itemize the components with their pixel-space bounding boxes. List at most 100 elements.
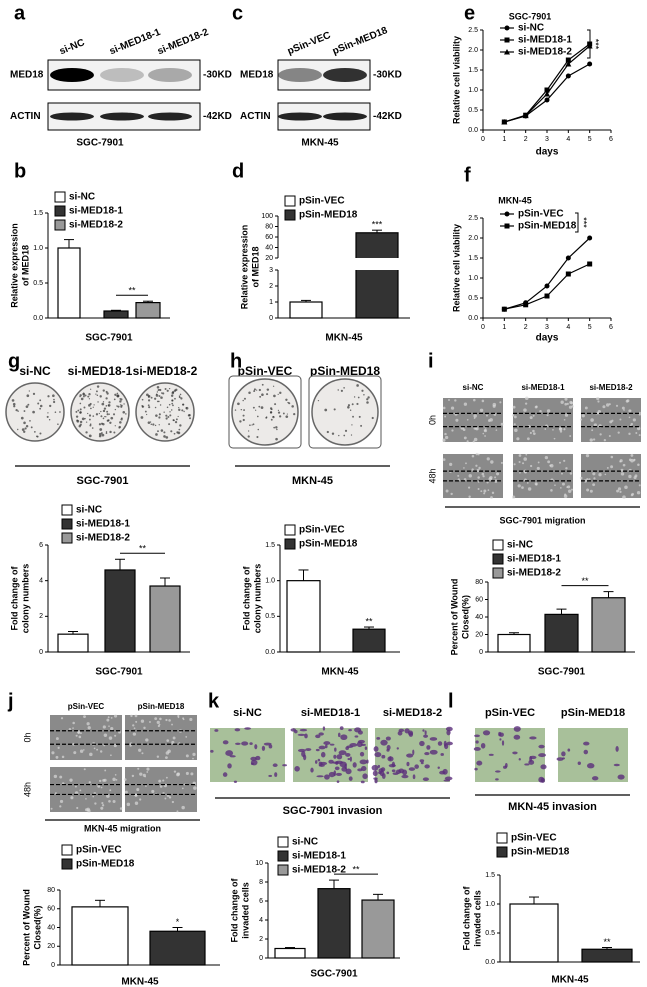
colony [12, 402, 16, 406]
colony [20, 416, 24, 420]
colony [156, 400, 159, 403]
cell [132, 724, 135, 727]
colony [79, 420, 83, 424]
cell [61, 755, 65, 759]
cell [491, 491, 495, 495]
cell [472, 440, 475, 443]
invaded-cell [540, 764, 547, 770]
colony [105, 404, 108, 407]
colony [148, 396, 150, 398]
panel-letter: j [7, 690, 14, 712]
invaded-cell [345, 746, 349, 751]
cell [473, 414, 477, 418]
colony [366, 398, 369, 401]
bar [149, 930, 206, 966]
cell [529, 431, 532, 435]
error-bar [372, 229, 382, 233]
marker [544, 293, 550, 299]
legend-swatch [54, 219, 66, 231]
cell [471, 468, 474, 471]
cell [565, 467, 568, 470]
cell [78, 735, 82, 739]
cell [189, 717, 193, 722]
colony [343, 434, 346, 437]
cell [544, 428, 547, 430]
cell [527, 487, 532, 491]
marker [501, 306, 507, 312]
colony [181, 409, 184, 412]
colony [46, 415, 49, 418]
invaded-cell [225, 750, 234, 757]
colony [107, 419, 110, 422]
colony [123, 403, 125, 405]
colony [169, 411, 171, 413]
y-axis-label: Percent of Wound [21, 889, 31, 966]
size-label: -42KD [373, 111, 402, 122]
invaded-cell [380, 767, 386, 772]
colony [169, 414, 172, 417]
cell [606, 466, 609, 469]
invaded-cell [513, 734, 521, 740]
colony [81, 417, 85, 421]
y-tick-label: 0.0 [33, 315, 43, 322]
invaded-cell [617, 774, 625, 780]
y-axis-label: colony numbers [252, 564, 262, 634]
invaded-cell [442, 768, 448, 775]
invaded-cell [396, 747, 399, 750]
colony [366, 401, 369, 404]
colony [95, 393, 97, 395]
cell [486, 481, 489, 484]
colony [160, 396, 163, 399]
invaded-cell [538, 744, 545, 749]
panel-letter: c [232, 2, 243, 24]
colony [150, 423, 153, 426]
cell [560, 400, 564, 404]
wound-image [443, 454, 503, 498]
cell [473, 398, 476, 402]
colony [106, 410, 109, 413]
invaded-cell [444, 776, 453, 781]
invaded-cell [412, 749, 415, 756]
legend-label: si-MED18-1 [507, 554, 561, 565]
cell [450, 492, 453, 496]
cell [164, 797, 167, 800]
y-tick-label: 80 [47, 887, 55, 894]
cell [570, 401, 574, 405]
invaded-cell [402, 769, 408, 776]
wound-image [513, 454, 573, 498]
cell [564, 402, 568, 406]
colony [272, 416, 274, 418]
cell [620, 468, 624, 472]
cell [130, 714, 133, 718]
invaded-cell [419, 740, 425, 747]
colony [27, 403, 30, 406]
colony [100, 410, 102, 413]
cell [638, 484, 641, 487]
invaded-cell [362, 773, 368, 780]
legend-label: si-NC [518, 23, 544, 34]
cell [106, 718, 110, 722]
x-axis-label: MKN-45 [325, 333, 363, 344]
cell [636, 491, 641, 495]
error-bar [298, 569, 309, 581]
error-bar [172, 927, 183, 932]
colony [243, 409, 245, 411]
invaded-cell [561, 751, 566, 757]
x-tick-label: 6 [609, 324, 613, 331]
cell [450, 406, 455, 410]
invaded-cell [445, 726, 453, 732]
cell [500, 461, 503, 464]
colony [84, 394, 87, 397]
invaded-cell [235, 742, 241, 745]
cell [568, 405, 573, 409]
colony [159, 404, 162, 406]
colony [285, 398, 288, 401]
y-axis-label: of MED18 [250, 246, 260, 287]
error-bar [115, 558, 125, 570]
axis-break-gap [355, 258, 399, 270]
assay-caption: MKN-45 [292, 475, 333, 487]
colony [171, 402, 174, 405]
colony [13, 405, 16, 408]
colony [170, 430, 173, 433]
colony [98, 434, 102, 438]
